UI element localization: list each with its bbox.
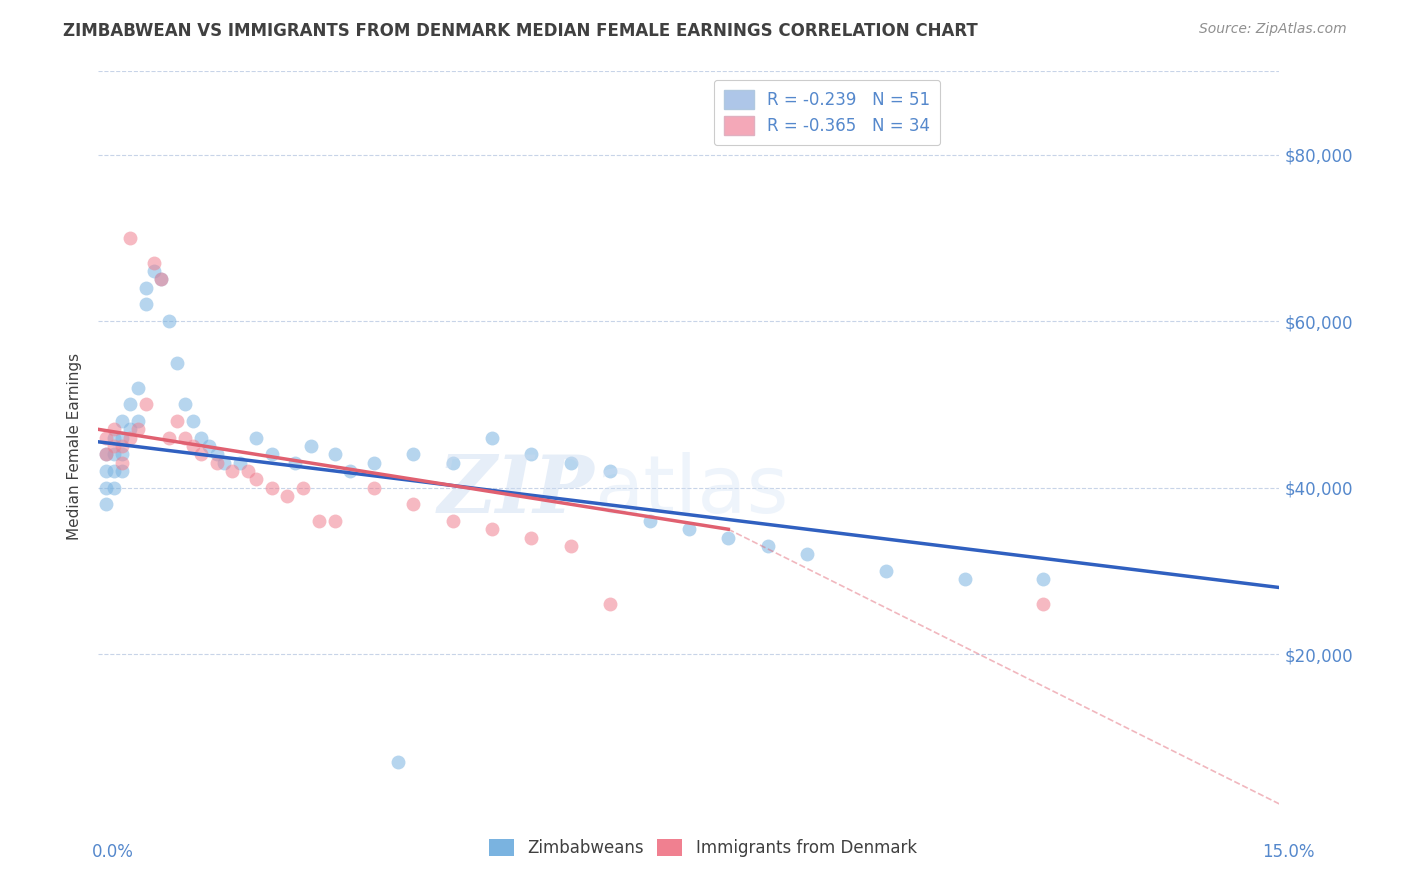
Point (953, 572, 976, 586)
Point (150, 272, 173, 286)
Point (520, 531, 543, 545)
Point (174, 431, 197, 445)
Legend: Zimbabweans, Immigrants from Denmark: Zimbabweans, Immigrants from Denmark (482, 832, 924, 864)
Point (229, 456, 252, 470)
Point (245, 431, 267, 445)
Point (118, 422, 141, 436)
Point (166, 356, 188, 370)
Point (111, 447, 134, 461)
Point (111, 431, 134, 445)
Point (127, 414, 149, 428)
Point (481, 522, 503, 536)
Point (127, 381, 149, 395)
Point (111, 456, 134, 470)
Point (197, 439, 219, 453)
Point (214, 456, 236, 470)
Y-axis label: Median Female Earnings: Median Female Earnings (67, 352, 83, 540)
Point (599, 464, 621, 478)
Point (205, 447, 228, 461)
Point (1032, 572, 1054, 586)
Point (181, 439, 204, 453)
Point (166, 414, 188, 428)
Point (599, 597, 621, 611)
Point (796, 547, 818, 561)
Point (103, 439, 125, 453)
Point (236, 464, 259, 478)
Point (111, 439, 134, 453)
Point (441, 456, 464, 470)
Point (678, 522, 700, 536)
Point (299, 439, 322, 453)
Point (245, 472, 267, 486)
Point (118, 397, 141, 411)
Point (276, 489, 298, 503)
Point (323, 447, 346, 461)
Point (520, 447, 543, 461)
Point (96, 497, 118, 511)
Point (96, 431, 118, 445)
Point (135, 397, 157, 411)
Point (284, 456, 307, 470)
Point (190, 431, 212, 445)
Point (96, 481, 118, 495)
Point (142, 264, 165, 278)
Point (560, 456, 582, 470)
Point (560, 539, 582, 553)
Point (103, 464, 125, 478)
Point (111, 414, 134, 428)
Text: atlas: atlas (595, 452, 789, 530)
Point (339, 464, 361, 478)
Point (292, 481, 315, 495)
Point (363, 456, 385, 470)
Point (260, 447, 283, 461)
Text: 0.0%: 0.0% (91, 843, 134, 861)
Text: 15.0%: 15.0% (1263, 843, 1315, 861)
Text: Source: ZipAtlas.com: Source: ZipAtlas.com (1199, 22, 1347, 37)
Point (717, 531, 740, 545)
Point (174, 397, 197, 411)
Point (127, 422, 149, 436)
Point (1032, 597, 1054, 611)
Point (103, 481, 125, 495)
Point (387, 756, 409, 770)
Point (205, 456, 228, 470)
Point (96, 447, 118, 461)
Point (756, 539, 779, 553)
Point (118, 431, 141, 445)
Point (96, 464, 118, 478)
Point (103, 447, 125, 461)
Legend: R = -0.239   N = 51, R = -0.365   N = 34: R = -0.239 N = 51, R = -0.365 N = 34 (714, 79, 941, 145)
Point (135, 281, 157, 295)
Point (103, 422, 125, 436)
Point (402, 447, 425, 461)
Point (363, 481, 385, 495)
Text: ZIMBABWEAN VS IMMIGRANTS FROM DENMARK MEDIAN FEMALE EARNINGS CORRELATION CHART: ZIMBABWEAN VS IMMIGRANTS FROM DENMARK ME… (63, 22, 979, 40)
Point (481, 431, 503, 445)
Point (135, 297, 157, 311)
Point (308, 514, 330, 528)
Point (190, 447, 212, 461)
Point (221, 464, 243, 478)
Point (260, 481, 283, 495)
Text: ZIP: ZIP (437, 452, 595, 530)
Point (638, 514, 661, 528)
Point (157, 431, 180, 445)
Point (103, 431, 125, 445)
Point (118, 231, 141, 245)
Point (181, 414, 204, 428)
Point (157, 314, 180, 328)
Point (150, 272, 173, 286)
Point (323, 514, 346, 528)
Point (441, 514, 464, 528)
Point (111, 464, 134, 478)
Point (96, 447, 118, 461)
Point (142, 256, 165, 270)
Point (875, 564, 897, 578)
Point (402, 497, 425, 511)
